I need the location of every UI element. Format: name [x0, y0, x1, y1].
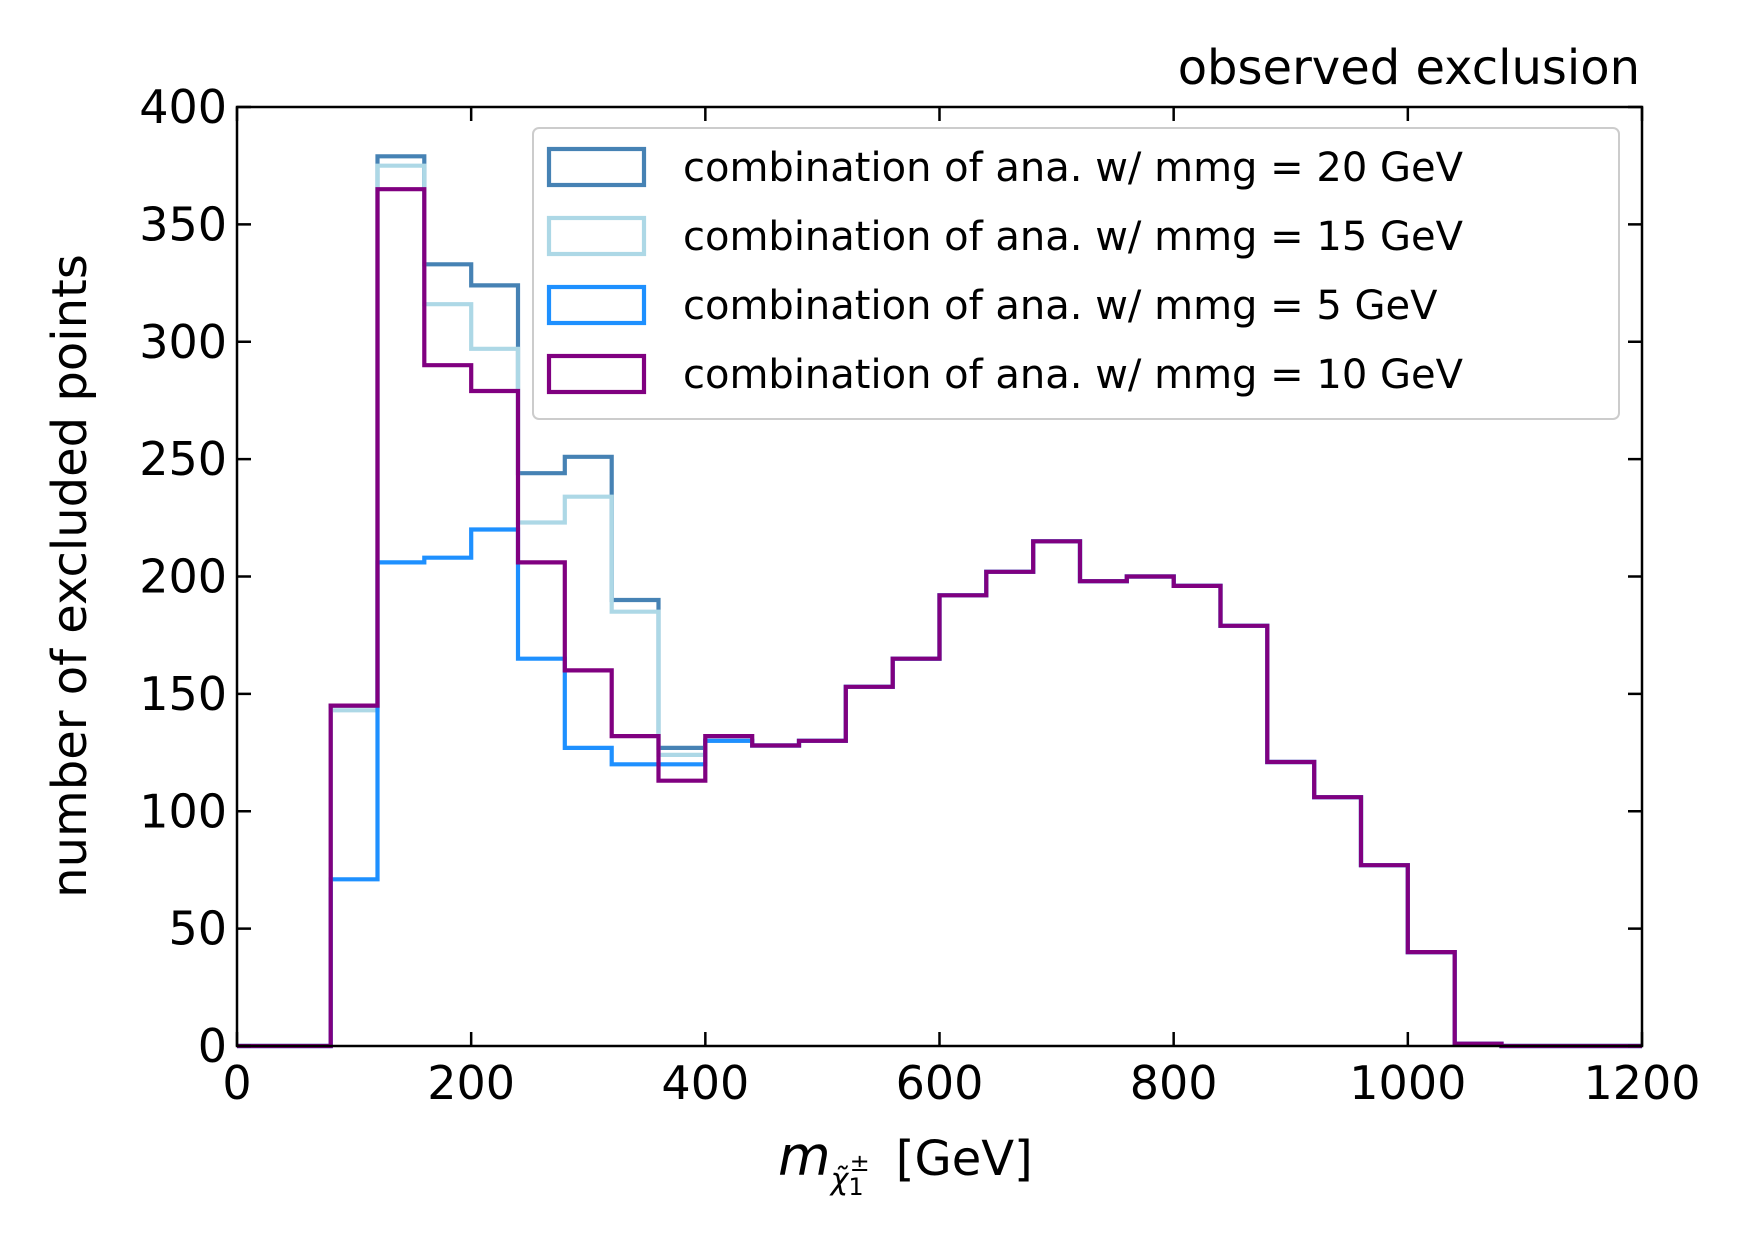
x-tick-label-0: 0	[222, 1056, 251, 1110]
x-tick-label-1200: 1200	[1583, 1056, 1700, 1110]
legend-label-combination-of-ana-w-mmg-5-gev: combination of ana. w/ mmg = 5 GeV	[683, 283, 1438, 329]
y-tick-label-350: 350	[139, 197, 227, 251]
x-axis-title-symbol: m	[778, 1125, 831, 1188]
legend-swatch-combination-of-ana-w-mmg-5-gev	[546, 284, 647, 326]
legend: combination of ana. w/ mmg = 20 GeV combi…	[532, 127, 1620, 420]
chart-title: observed exclusion	[1178, 40, 1640, 96]
legend-swatch-combination-of-ana-w-mmg-15-gev	[546, 215, 647, 257]
x-tick-label-1000: 1000	[1349, 1056, 1466, 1110]
x-axis-title-sub-index: 1	[848, 1173, 863, 1201]
x-axis-title: mχ̃1± [GeV]	[778, 1125, 1033, 1201]
legend-swatch-combination-of-ana-w-mmg-20-gev	[546, 146, 647, 188]
x-tick-label-200: 200	[427, 1056, 515, 1110]
ticks-layer: 0 200 400 600 800 1000 1200 0 50 100 150 200 250 300 3…	[139, 80, 1700, 1110]
y-tick-label-300: 300	[139, 315, 227, 369]
x-axis-title-sup: ±	[850, 1149, 870, 1177]
x-axis-title-sub-base: χ̃	[829, 1162, 850, 1197]
y-axis-title: number of excluded points	[42, 254, 98, 898]
series-layer	[237, 154, 1642, 1049]
series-line-combination-of-ana-w-mmg-10-gev	[237, 187, 1642, 1049]
x-tick-label-400: 400	[661, 1056, 749, 1110]
y-tick-label-100: 100	[139, 784, 227, 838]
x-tick-label-800: 800	[1130, 1056, 1218, 1110]
legend-label-combination-of-ana-w-mmg-10-gev: combination of ana. w/ mmg = 10 GeV	[683, 352, 1464, 398]
legend-entries: combination of ana. w/ mmg = 20 GeV combi…	[546, 145, 1464, 398]
legend-swatch-combination-of-ana-w-mmg-10-gev	[546, 353, 647, 395]
y-tick-label-200: 200	[139, 550, 227, 604]
y-tick-label-0: 0	[198, 1019, 227, 1073]
legend-label-combination-of-ana-w-mmg-15-gev: combination of ana. w/ mmg = 15 GeV	[683, 214, 1464, 260]
y-tick-label-50: 50	[168, 902, 227, 956]
plot-frame	[235, 105, 1644, 1048]
legend-label-combination-of-ana-w-mmg-20-gev: combination of ana. w/ mmg = 20 GeV	[683, 145, 1464, 191]
y-tick-label-150: 150	[139, 667, 227, 721]
x-axis-title-unit: [GeV]	[896, 1131, 1033, 1187]
x-tick-label-600: 600	[896, 1056, 984, 1110]
legend-frame	[532, 127, 1620, 420]
y-tick-label-250: 250	[139, 432, 227, 486]
y-tick-label-400: 400	[139, 80, 227, 134]
